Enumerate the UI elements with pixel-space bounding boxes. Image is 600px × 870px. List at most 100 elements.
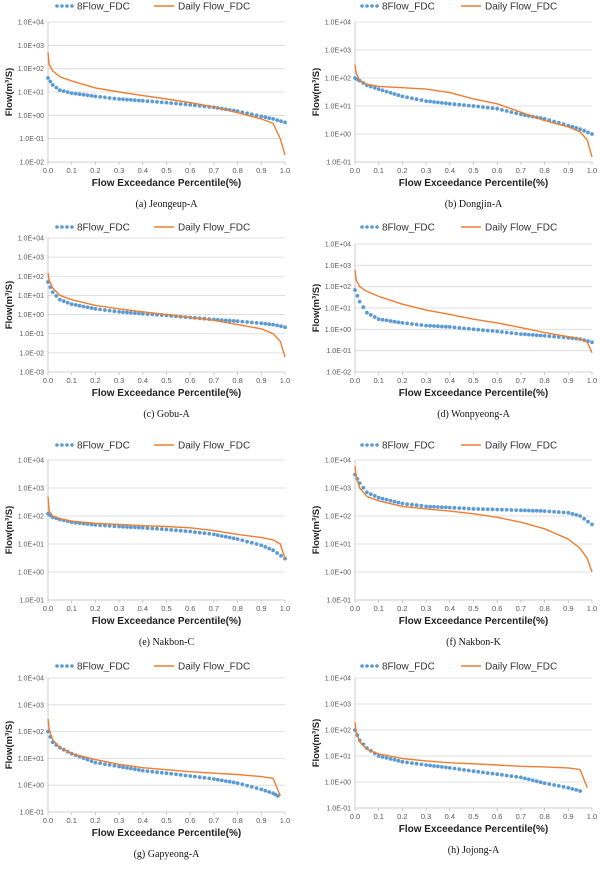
series-point-8flow	[271, 548, 275, 553]
series-point-8flow	[542, 509, 547, 513]
x-tick-label: 0.8	[232, 376, 242, 385]
series-point-8flow	[466, 768, 471, 773]
series-point-8flow	[240, 782, 245, 787]
series-line-daily-flow	[354, 722, 588, 789]
series-point-8flow	[164, 527, 169, 532]
series-point-8flow	[81, 304, 86, 309]
series-point-8flow	[590, 132, 594, 136]
series-point-8flow	[121, 524, 125, 529]
y-tick-label: 1.0E+04	[325, 242, 351, 249]
series-point-8flow	[504, 109, 509, 113]
x-tick-label: 0.7	[516, 166, 526, 175]
x-tick-label: 0.5	[161, 604, 171, 613]
series-point-8flow	[188, 774, 193, 778]
y-tick-label: 1.0E-01	[326, 598, 351, 605]
series-point-8flow	[150, 99, 155, 104]
series-point-8flow	[400, 94, 405, 99]
series-point-8flow	[428, 504, 432, 509]
series-point-8flow	[155, 100, 159, 104]
series-point-8flow	[61, 299, 66, 304]
series-point-8flow	[98, 761, 102, 766]
series-point-8flow	[267, 790, 272, 794]
series-point-8flow	[514, 331, 519, 336]
series-point-8flow	[436, 100, 440, 105]
series-point-8flow	[169, 528, 174, 532]
series-point-8flow	[590, 340, 594, 345]
series-point-8flow	[249, 784, 254, 789]
legend-marker-8flow	[370, 225, 374, 229]
y-tick-label: 1.0E+03	[18, 43, 44, 50]
series-point-8flow	[523, 332, 527, 337]
series-point-8flow	[388, 498, 393, 503]
series-point-8flow	[61, 89, 66, 93]
series-point-8flow	[500, 772, 504, 777]
series-point-8flow	[219, 778, 224, 783]
x-tick-label: 0.7	[516, 812, 526, 821]
y-tick-label: 1.0E+04	[18, 676, 44, 683]
series-point-8flow	[150, 526, 155, 531]
series-point-8flow	[428, 323, 432, 328]
series-point-8flow	[117, 764, 121, 769]
series-point-8flow	[444, 765, 448, 770]
y-tick-label: 1.0E+02	[18, 729, 44, 736]
legend-item-8flow: 8Flow_FDC	[55, 223, 130, 234]
y-axis-title: Flow(m³/S)	[311, 68, 322, 117]
legend-marker-8flow	[365, 664, 369, 668]
y-tick-label: 1.0E+03	[325, 486, 351, 493]
series-point-8flow	[561, 785, 566, 789]
series-point-8flow	[137, 768, 141, 772]
x-tick-label: 0.0	[350, 376, 360, 385]
series-point-8flow	[249, 112, 254, 117]
series-point-8flow	[164, 771, 169, 776]
y-tick-label: 1.0E-03	[19, 370, 44, 377]
series-point-8flow	[107, 308, 112, 313]
series-point-8flow	[107, 96, 112, 100]
series-point-8flow	[542, 781, 547, 786]
series-point-8flow	[410, 502, 414, 507]
y-tick-label: 1.0E+01	[18, 756, 44, 763]
series-point-8flow	[357, 299, 362, 304]
series-point-8flow	[526, 777, 531, 782]
legend-item-daily: Daily Flow_FDC	[461, 223, 557, 234]
series-point-8flow	[538, 509, 543, 513]
series-point-8flow	[125, 525, 129, 529]
series-point-8flow	[54, 85, 59, 90]
series-point-8flow	[534, 333, 539, 338]
series-point-8flow	[107, 763, 112, 767]
chart-panel: 8Flow_FDC Daily Flow_FDC 1.0E-01 1.0E+00 1.0…	[311, 441, 597, 649]
legend-label-8flow: 8Flow_FDC	[382, 2, 435, 13]
x-axis-title: Flow Exceedance Percentile(%)	[92, 388, 242, 399]
x-tick-label: 0.4	[445, 166, 455, 175]
series-point-8flow	[578, 514, 582, 518]
series-point-8flow	[457, 767, 462, 772]
series-point-8flow	[523, 508, 527, 513]
legend-item-8flow: 8Flow_FDC	[360, 223, 435, 234]
x-tick-label: 0.6	[185, 604, 195, 613]
x-tick-label: 0.5	[161, 166, 171, 175]
series-point-8flow	[58, 297, 62, 302]
series-point-8flow	[103, 308, 107, 312]
series-point-8flow	[376, 495, 381, 500]
x-tick-label: 0.8	[539, 166, 549, 175]
legend-label-8flow: 8Flow_FDC	[77, 223, 130, 234]
legend-marker-8flow	[365, 443, 369, 447]
y-tick-label: 1.0E+04	[18, 236, 44, 243]
series-point-8flow	[235, 319, 240, 324]
series-point-8flow	[223, 534, 228, 539]
series-point-8flow	[121, 765, 125, 770]
y-axis-title: Flow(m³/S)	[4, 506, 15, 555]
series-point-8flow	[365, 310, 369, 315]
y-tick-label: 1.0E-01	[19, 598, 44, 605]
series-point-8flow	[368, 313, 373, 317]
series-point-8flow	[440, 324, 444, 329]
y-tick-label: 1.0E+02	[18, 66, 44, 73]
series-point-8flow	[414, 503, 419, 508]
series-point-8flow	[254, 786, 259, 790]
legend-item-8flow: 8Flow_FDC	[360, 2, 435, 13]
series-point-8flow	[183, 529, 188, 533]
series-point-8flow	[103, 523, 107, 528]
series-point-8flow	[159, 770, 164, 775]
series-point-8flow	[485, 507, 490, 512]
series-point-8flow	[372, 494, 377, 498]
series-point-8flow	[140, 525, 145, 530]
